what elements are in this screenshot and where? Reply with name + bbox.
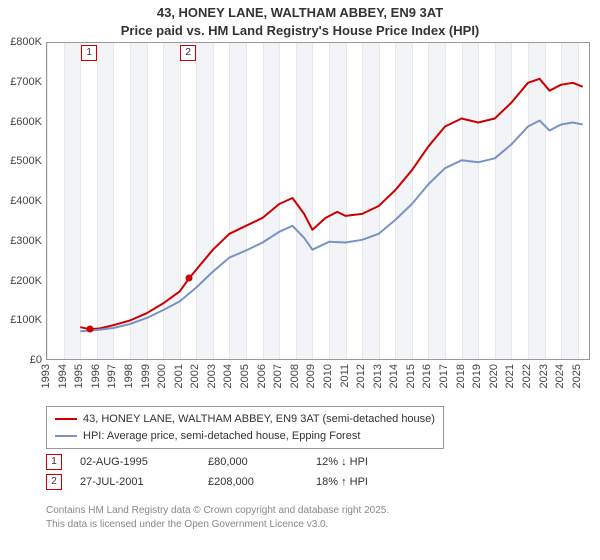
x-tick: 2020 (488, 364, 500, 388)
sale-date: 02-AUG-1995 (80, 456, 190, 468)
x-tick: 2012 (355, 364, 367, 388)
footer-attribution: Contains HM Land Registry data © Crown c… (46, 504, 389, 531)
x-tick: 2010 (322, 364, 334, 388)
x-tick: 2025 (571, 364, 583, 388)
x-tick: 2017 (438, 364, 450, 388)
y-axis: £0£100K£200K£300K£400K£500K£600K£700K£80… (0, 42, 42, 360)
x-tick: 2016 (421, 364, 433, 388)
footer-line2: This data is licensed under the Open Gov… (46, 518, 389, 532)
sale-price: £208,000 (208, 476, 298, 488)
x-tick: 1999 (140, 364, 152, 388)
line-layer (47, 43, 591, 361)
sale-row: 2 27-JUL-2001 £208,000 18% ↑ HPI (46, 474, 368, 490)
x-tick: 2007 (272, 364, 284, 388)
legend-swatch (55, 418, 77, 420)
x-tick: 1995 (73, 364, 85, 388)
x-tick: 1998 (123, 364, 135, 388)
x-tick: 2013 (372, 364, 384, 388)
x-tick: 1997 (106, 364, 118, 388)
x-tick: 2004 (222, 364, 234, 388)
x-tick: 2005 (239, 364, 251, 388)
x-tick: 1993 (40, 364, 52, 388)
sale-index-box: 2 (46, 474, 62, 490)
series-price_paid (80, 79, 583, 329)
x-tick: 2022 (521, 364, 533, 388)
y-tick: £300K (10, 235, 42, 247)
sale-marker-dot (87, 326, 94, 333)
y-tick: £200K (10, 275, 42, 287)
x-tick: 2021 (504, 364, 516, 388)
title-line1: 43, HONEY LANE, WALTHAM ABBEY, EN9 3AT (0, 4, 600, 22)
x-tick: 2006 (256, 364, 268, 388)
y-tick: £500K (10, 155, 42, 167)
y-tick: £700K (10, 76, 42, 88)
title-line2: Price paid vs. HM Land Registry's House … (0, 22, 600, 40)
x-tick: 2014 (388, 364, 400, 388)
sale-delta: 18% ↑ HPI (316, 476, 368, 488)
y-tick: £600K (10, 116, 42, 128)
footer-line1: Contains HM Land Registry data © Crown c… (46, 504, 389, 518)
x-tick: 1996 (90, 364, 102, 388)
legend-label: HPI: Average price, semi-detached house,… (83, 428, 360, 445)
x-tick: 2019 (471, 364, 483, 388)
x-tick: 2018 (455, 364, 467, 388)
x-tick: 1994 (57, 364, 69, 388)
x-axis: 1993199419951996199719981999200020012002… (46, 364, 590, 404)
legend: 43, HONEY LANE, WALTHAM ABBEY, EN9 3AT (… (46, 406, 444, 449)
sale-marker-label: 2 (180, 45, 196, 61)
x-tick: 2024 (554, 364, 566, 388)
legend-swatch (55, 435, 77, 437)
sale-price: £80,000 (208, 456, 298, 468)
x-tick: 2011 (339, 364, 351, 388)
x-tick: 2015 (405, 364, 417, 388)
y-tick: £400K (10, 195, 42, 207)
plot-area (46, 42, 590, 360)
x-tick: 2023 (538, 364, 550, 388)
x-tick: 2002 (189, 364, 201, 388)
sale-date: 27-JUL-2001 (80, 476, 190, 488)
sale-row: 1 02-AUG-1995 £80,000 12% ↓ HPI (46, 454, 368, 470)
x-tick: 2009 (305, 364, 317, 388)
x-tick: 2001 (173, 364, 185, 388)
legend-item: HPI: Average price, semi-detached house,… (55, 428, 435, 445)
chart-title: 43, HONEY LANE, WALTHAM ABBEY, EN9 3AT P… (0, 0, 600, 39)
series-hpi (80, 121, 583, 332)
y-tick: £800K (10, 36, 42, 48)
sale-marker-label: 1 (81, 45, 97, 61)
sale-marker-dot (186, 275, 193, 282)
sale-index-box: 1 (46, 454, 62, 470)
x-tick: 2008 (289, 364, 301, 388)
sale-delta: 12% ↓ HPI (316, 456, 368, 468)
x-tick: 2003 (206, 364, 218, 388)
y-tick: £100K (10, 314, 42, 326)
sales-table: 1 02-AUG-1995 £80,000 12% ↓ HPI 2 27-JUL-2001… (46, 454, 368, 494)
legend-item: 43, HONEY LANE, WALTHAM ABBEY, EN9 3AT (… (55, 411, 435, 428)
x-tick: 2000 (156, 364, 168, 388)
legend-label: 43, HONEY LANE, WALTHAM ABBEY, EN9 3AT (… (83, 411, 435, 428)
